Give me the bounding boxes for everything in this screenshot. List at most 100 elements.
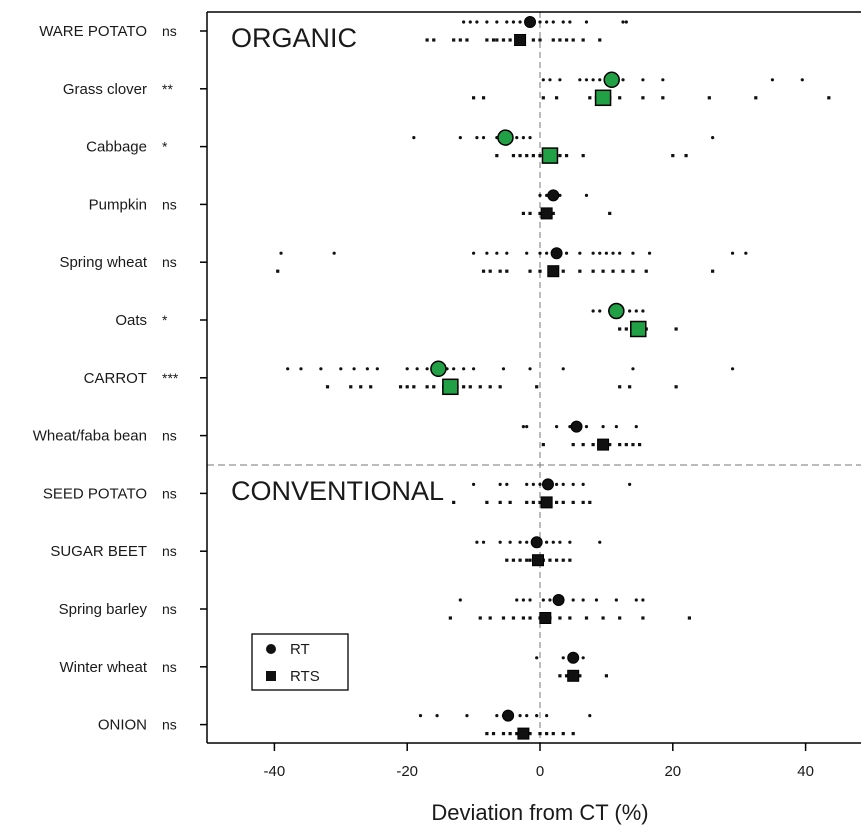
rt-point-spring-wheat bbox=[647, 251, 652, 255]
rt-point-carrot bbox=[631, 367, 635, 371]
rt-point-cabbage bbox=[521, 136, 526, 140]
crop-label-winter-wheat: Winter wheat bbox=[59, 659, 147, 676]
rt-point-seed-potato bbox=[498, 482, 502, 486]
rts-point-spring-barley bbox=[568, 616, 572, 620]
rts-point-wheat-faba-bean bbox=[541, 443, 545, 447]
legend-label-rts: RTS bbox=[290, 668, 320, 685]
rts-point-spring-barley bbox=[478, 616, 482, 620]
legend-circle-icon bbox=[266, 644, 276, 654]
rts-point-cabbage bbox=[671, 154, 675, 158]
rt-mean-oats bbox=[608, 302, 625, 320]
rts-mean-seed-potato bbox=[540, 496, 553, 509]
rts-point-pumpkin bbox=[538, 211, 542, 215]
rts-point-ware-potato bbox=[564, 38, 569, 42]
rt-point-onion bbox=[418, 714, 423, 718]
x-tick-label: -40 bbox=[264, 763, 286, 780]
rt-point-ware-potato bbox=[561, 20, 565, 24]
rts-point-cabbage bbox=[558, 154, 562, 158]
rts-point-grass-clover bbox=[641, 96, 645, 100]
sig-label-onion: ns bbox=[162, 717, 177, 733]
rts-point-grass-clover bbox=[588, 96, 592, 100]
rts-point-onion bbox=[545, 732, 549, 736]
rts-point-spring-barley bbox=[601, 616, 605, 620]
rt-mean-sugar-beet bbox=[530, 536, 543, 549]
rt-point-ware-potato bbox=[518, 20, 522, 24]
crop-label-ware-potato: WARE POTATO bbox=[39, 23, 147, 40]
sig-label-seed-potato: ns bbox=[162, 485, 177, 501]
rt-point-winter-wheat bbox=[535, 656, 539, 660]
rt-mean-pumpkin bbox=[547, 189, 560, 202]
rts-point-seed-potato bbox=[525, 500, 529, 504]
rts-point-grass-clover bbox=[541, 96, 545, 100]
rt-point-winter-wheat bbox=[561, 656, 565, 660]
x-axis: -40 -20 0 20 40 bbox=[200, 30, 814, 780]
rts-point-onion bbox=[485, 732, 489, 736]
rt-point-onion bbox=[518, 714, 522, 718]
rts-point-onion bbox=[528, 732, 532, 736]
rt-point-spring-barley bbox=[581, 598, 585, 602]
rt-point-sugar-beet bbox=[551, 540, 555, 544]
rt-point-grass-clover bbox=[598, 78, 602, 82]
rts-point-seed-potato bbox=[538, 500, 542, 504]
rt-point-onion bbox=[495, 714, 499, 718]
rts-point-grass-clover bbox=[827, 96, 831, 100]
rts-point-winter-wheat bbox=[604, 674, 608, 678]
rts-point-onion bbox=[491, 732, 496, 736]
rt-mean-carrot bbox=[430, 360, 447, 378]
sig-label-cabbage: * bbox=[162, 139, 168, 155]
rt-point-ware-potato bbox=[551, 20, 555, 24]
rt-mean-seed-potato bbox=[541, 478, 554, 491]
rts-point-carrot bbox=[618, 385, 622, 389]
rts-mean-carrot bbox=[442, 378, 459, 396]
rt-point-ware-potato bbox=[505, 20, 509, 24]
rts-point-cabbage bbox=[684, 154, 688, 158]
crop-label-spring-barley: Spring barley bbox=[59, 601, 148, 618]
rt-point-ware-potato bbox=[475, 20, 479, 24]
rts-point-wheat-faba-bean bbox=[624, 443, 628, 447]
sig-label-ware-potato: ns bbox=[162, 23, 177, 39]
rts-point-ware-potato bbox=[558, 38, 562, 42]
rt-point-sugar-beet bbox=[558, 540, 562, 544]
rt-point-grass-clover bbox=[591, 78, 595, 82]
rts-point-pumpkin bbox=[528, 211, 532, 215]
rt-point-ware-potato bbox=[624, 20, 628, 24]
rt-point-spring-wheat bbox=[525, 251, 529, 255]
panel-label-organic: ORGANIC bbox=[231, 23, 357, 53]
rt-point-spring-wheat bbox=[495, 251, 499, 255]
rts-point-onion bbox=[561, 732, 565, 736]
rt-mean-cabbage bbox=[497, 129, 514, 146]
rts-point-ware-potato bbox=[551, 38, 555, 42]
rts-point-carrot bbox=[325, 385, 330, 389]
rts-point-grass-clover bbox=[707, 96, 711, 100]
rts-point-ware-potato bbox=[432, 38, 436, 42]
rt-point-wheat-faba-bean bbox=[521, 425, 526, 429]
rt-point-spring-wheat bbox=[611, 251, 615, 255]
rts-point-spring-wheat bbox=[601, 269, 605, 273]
rt-point-carrot bbox=[286, 367, 290, 371]
rts-point-sugar-beet bbox=[528, 558, 532, 562]
rt-point-cabbage bbox=[515, 136, 519, 140]
rt-point-seed-potato bbox=[538, 482, 542, 486]
rt-mean-winter-wheat bbox=[567, 651, 580, 664]
rts-point-wheat-faba-bean bbox=[571, 443, 575, 447]
rts-point-seed-potato bbox=[555, 500, 559, 504]
rts-point-ware-potato bbox=[458, 38, 462, 42]
rts-point-grass-clover bbox=[555, 96, 559, 100]
rt-point-sugar-beet bbox=[568, 540, 572, 544]
rts-point-sugar-beet bbox=[525, 558, 529, 562]
crop-label-wheat-faba-bean: Wheat/faba bean bbox=[33, 428, 147, 445]
rts-point-onion bbox=[571, 732, 575, 736]
rts-point-ware-potato bbox=[571, 38, 575, 42]
rt-point-sugar-beet bbox=[475, 540, 479, 544]
sig-label-sugar-beet: ns bbox=[162, 543, 177, 559]
rt-point-spring-barley bbox=[571, 598, 575, 602]
rts-point-carrot bbox=[369, 385, 373, 389]
rts-point-sugar-beet bbox=[511, 558, 516, 562]
rts-point-carrot bbox=[425, 385, 429, 389]
rt-point-spring-barley bbox=[541, 598, 545, 602]
crop-label-onion: ONION bbox=[98, 717, 147, 734]
rts-point-ware-potato bbox=[491, 38, 496, 42]
rt-point-grass-clover bbox=[800, 78, 804, 82]
guide-lines bbox=[207, 12, 861, 743]
